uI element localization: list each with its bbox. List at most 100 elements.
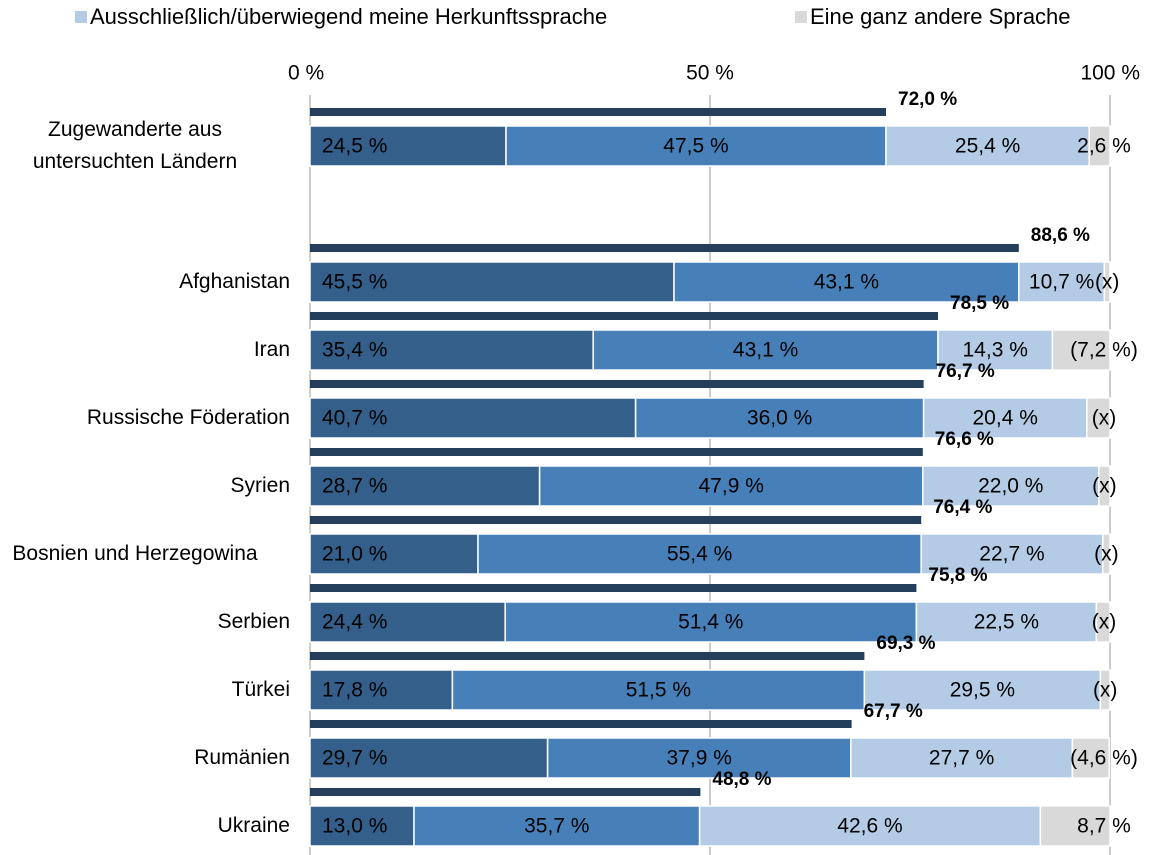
value-label: 22,5 % <box>974 611 1039 634</box>
total-label: 69,3 % <box>876 633 935 654</box>
bar-segment <box>673 261 1020 303</box>
value-label: 43,1 % <box>733 339 798 362</box>
value-label: (x) <box>1092 407 1117 430</box>
total-bar <box>310 108 886 116</box>
category-label: Syrien <box>230 474 290 497</box>
category-label: Rumänien <box>194 746 290 769</box>
value-label: 51,4 % <box>678 611 743 634</box>
value-label: 22,0 % <box>978 475 1043 498</box>
value-label: 25,4 % <box>955 135 1020 158</box>
category-label: Russische Föderation <box>86 406 290 429</box>
x-tick-label: 0 % <box>288 62 324 85</box>
value-label: (x) <box>1095 271 1120 294</box>
value-label: 14,3 % <box>963 339 1028 362</box>
value-label: 35,4 % <box>322 339 387 362</box>
value-label: 10,7 % <box>1029 271 1094 294</box>
total-bar <box>310 788 701 796</box>
bar-segment <box>698 805 1042 847</box>
value-label: (4,6 %) <box>1070 747 1138 770</box>
bar-segment <box>309 533 479 575</box>
total-label: 48,8 % <box>712 769 771 790</box>
legend-label: Eine ganz andere Sprache <box>810 4 1071 29</box>
value-label: 27,7 % <box>929 747 994 770</box>
total-label: 72,0 % <box>898 89 957 110</box>
bar-segment <box>1071 737 1110 779</box>
x-tick-label: 50 % <box>686 62 734 85</box>
bar-segment <box>1103 261 1111 303</box>
bar-segment <box>1102 533 1111 575</box>
value-label: 22,7 % <box>979 543 1044 566</box>
value-label: 24,4 % <box>322 611 387 634</box>
total-label: 75,8 % <box>928 565 987 586</box>
category-label: Türkei <box>231 678 290 701</box>
bar-segment <box>850 737 1074 779</box>
value-label: (x) <box>1092 611 1117 634</box>
value-label: 20,4 % <box>973 407 1038 430</box>
value-label: 29,7 % <box>322 747 387 770</box>
value-label: 51,5 % <box>626 679 691 702</box>
total-label: 76,4 % <box>933 497 992 518</box>
value-label: 13,0 % <box>322 815 387 838</box>
value-label: 37,9 % <box>667 747 732 770</box>
value-label: 45,5 % <box>322 271 387 294</box>
bar-segment <box>413 805 701 847</box>
value-label: 35,7 % <box>524 815 589 838</box>
total-label: 78,5 % <box>950 293 1009 314</box>
value-label: 8,7 % <box>1077 815 1131 838</box>
total-label: 76,7 % <box>936 361 995 382</box>
category-label: Iran <box>253 338 290 361</box>
value-label: 17,8 % <box>322 679 387 702</box>
category-label: Ukraine <box>217 814 290 837</box>
category-label: Afghanistan <box>179 270 290 293</box>
category-label: Serbien <box>217 610 290 633</box>
value-label: 2,6 % <box>1077 135 1131 158</box>
bar-segment <box>309 397 637 439</box>
bar-segment <box>309 669 454 711</box>
bar-segment <box>922 465 1100 507</box>
total-bar <box>310 244 1019 252</box>
bar-segment <box>309 737 549 779</box>
value-label: 24,5 % <box>322 135 387 158</box>
bar-segment <box>937 329 1054 371</box>
value-label: (x) <box>1094 543 1119 566</box>
bar-segment <box>546 737 852 779</box>
total-label: 88,6 % <box>1031 225 1090 246</box>
value-label: 47,5 % <box>663 135 728 158</box>
total-bar <box>310 516 922 524</box>
total-label: 67,7 % <box>864 701 923 722</box>
value-label: (x) <box>1093 679 1118 702</box>
value-label: 28,7 % <box>322 475 387 498</box>
value-label: 42,6 % <box>837 815 902 838</box>
total-bar <box>310 380 924 388</box>
legend-swatch <box>75 11 87 23</box>
total-bar <box>310 312 938 320</box>
bar-segment <box>1086 397 1111 439</box>
total-bar <box>310 448 923 456</box>
value-label: 43,1 % <box>814 271 879 294</box>
value-label: 40,7 % <box>322 407 387 430</box>
total-bar <box>310 652 865 660</box>
bar-segment <box>1051 329 1111 371</box>
value-label: 47,9 % <box>699 475 764 498</box>
bar-segment <box>1039 805 1111 847</box>
value-label: (x) <box>1092 475 1117 498</box>
bar-segment <box>538 465 924 507</box>
value-label: 36,0 % <box>747 407 812 430</box>
x-tick-label: 100 % <box>1080 62 1140 85</box>
value-label: 55,4 % <box>667 543 732 566</box>
legend-swatch <box>795 11 807 23</box>
category-label: Zugewanderte aus untersuchten Ländern <box>32 118 238 173</box>
bar-segment <box>309 465 541 507</box>
bar-segment <box>1099 669 1111 711</box>
bar-segment <box>309 329 594 371</box>
value-label: 29,5 % <box>950 679 1015 702</box>
category-label: Bosnien und Herzegowina <box>12 542 258 565</box>
bar-segment <box>477 533 922 575</box>
total-bar <box>310 584 917 592</box>
legend-label: Ausschließlich/überwiegend meine Herkunf… <box>90 4 607 29</box>
value-label: 21,0 % <box>322 543 387 566</box>
bar-segment <box>920 533 1104 575</box>
value-label: (7,2 %) <box>1070 339 1138 362</box>
